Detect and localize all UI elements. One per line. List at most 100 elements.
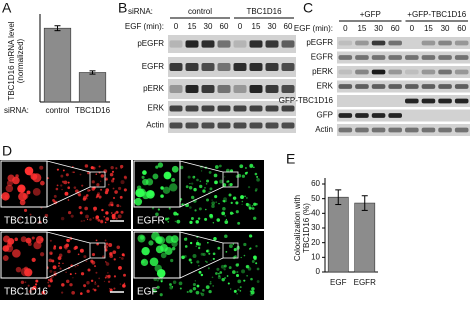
fluorescent-spot [237, 288, 240, 291]
fluorescent-spot [223, 268, 226, 271]
fluorescent-spot [224, 220, 229, 224]
y-axis-label: TBC1D16 mRNA level [7, 21, 16, 100]
fluorescent-spot [219, 179, 224, 184]
blot-band [438, 98, 452, 104]
group-label: +GFP [360, 10, 381, 19]
group-label: TBC1D16 [246, 7, 282, 16]
fluorescent-spot [23, 208, 28, 212]
fluorescent-spot [244, 195, 246, 198]
blot-band [265, 40, 279, 48]
fluorescent-spot [27, 284, 30, 287]
fluorescent-spot [77, 264, 79, 267]
fluorescent-spot [49, 279, 53, 283]
fluorescent-spot [245, 202, 249, 207]
blot-band [355, 127, 369, 133]
blot-band [169, 105, 183, 112]
fluorescent-spot [6, 242, 12, 248]
row-label: EGFR [311, 53, 333, 62]
fluorescent-spot [246, 197, 248, 199]
blot-band [233, 122, 247, 129]
blot-band [217, 122, 231, 129]
fluorescent-spot [80, 272, 85, 276]
fluorescent-spot [241, 203, 243, 206]
bar [78, 72, 107, 103]
fluorescent-spot [239, 286, 242, 289]
row-label: Actin [315, 125, 333, 134]
fluorescent-spot [105, 242, 109, 246]
row-label: GFP [317, 111, 333, 120]
fluorescent-spot [198, 265, 200, 267]
fluorescent-spot [170, 258, 174, 263]
blot-strip [337, 95, 470, 107]
blot-band [454, 40, 469, 46]
blot-band [355, 40, 369, 46]
fluorescent-spot [112, 177, 115, 180]
fluorescent-spot [111, 170, 115, 173]
inset-connector [179, 231, 224, 244]
fluorescent-spot [192, 254, 197, 259]
fluorescent-spot [156, 279, 159, 282]
fluorescent-spot [98, 165, 101, 168]
fluorescent-spot [199, 180, 202, 183]
fluorescent-spot [107, 183, 110, 186]
fluorescent-spot [117, 265, 122, 270]
fluorescent-spot [210, 259, 212, 261]
fluorescent-spot [227, 282, 230, 285]
blot-band [388, 40, 402, 46]
blot-band [169, 85, 183, 93]
fluorescent-spot [211, 199, 213, 201]
fluorescent-spot [212, 285, 214, 287]
fluorescent-spot [111, 213, 116, 218]
fluorescent-spot [222, 207, 226, 211]
fluorescent-spot [122, 284, 125, 287]
fluorescent-spot [141, 246, 150, 256]
y-tick-label: 50 [311, 194, 320, 203]
fluorescent-spot [155, 237, 162, 244]
fluorescent-spot [47, 284, 51, 288]
blot-band [338, 84, 353, 89]
fluorescent-spot [229, 288, 232, 290]
group-label: +GFP-TBC1D16 [407, 10, 466, 19]
blot-band [438, 55, 452, 60]
fluorescent-spot [222, 199, 225, 202]
fluorescent-spot [235, 263, 239, 267]
fluorescent-spot [24, 281, 27, 284]
fluorescent-spot [56, 168, 60, 171]
fluorescent-spot [253, 166, 255, 169]
blot-band [371, 55, 386, 60]
fluorescent-spot [58, 265, 60, 267]
row-label: GFP-TBC1D16 [279, 96, 334, 105]
fluorescent-spot [214, 165, 219, 169]
fluorescent-spot [216, 218, 221, 222]
fluorescent-spot [120, 167, 122, 170]
fluorescent-spot [167, 217, 170, 220]
fluorescent-spot [202, 252, 206, 257]
fluorescent-spot [95, 215, 100, 219]
fluorescent-spot [225, 218, 228, 221]
fluorescent-spot [226, 275, 229, 277]
fluorescent-spot [170, 235, 179, 243]
fluorescent-spot [61, 188, 63, 191]
fluorescent-spot [178, 281, 183, 286]
fluorescent-spot [243, 254, 246, 257]
y-tick-label: 10 [311, 252, 320, 261]
condition-label: siRNA: [128, 7, 153, 16]
fluorescent-spot [119, 205, 122, 208]
fluorescent-spot [248, 206, 252, 210]
fluorescent-spot [12, 249, 21, 258]
fluorescent-spot [196, 260, 200, 264]
fluorescent-spot [53, 194, 57, 198]
fluorescent-spot [74, 272, 77, 275]
fluorescent-spot [107, 280, 111, 283]
fluorescent-spot [71, 290, 75, 295]
fluorescent-spot [248, 234, 253, 238]
fluorescent-spot [100, 220, 104, 224]
fluorescent-spot [96, 183, 100, 187]
fluorescent-spot [90, 279, 94, 283]
fluorescent-spot [193, 187, 197, 192]
x-tick-label: EGFR [354, 278, 376, 287]
fluorescent-spot [86, 281, 90, 285]
fluorescent-spot [91, 252, 96, 257]
fluorescent-spot [179, 287, 182, 290]
y-tick-label: 60 [311, 179, 320, 188]
